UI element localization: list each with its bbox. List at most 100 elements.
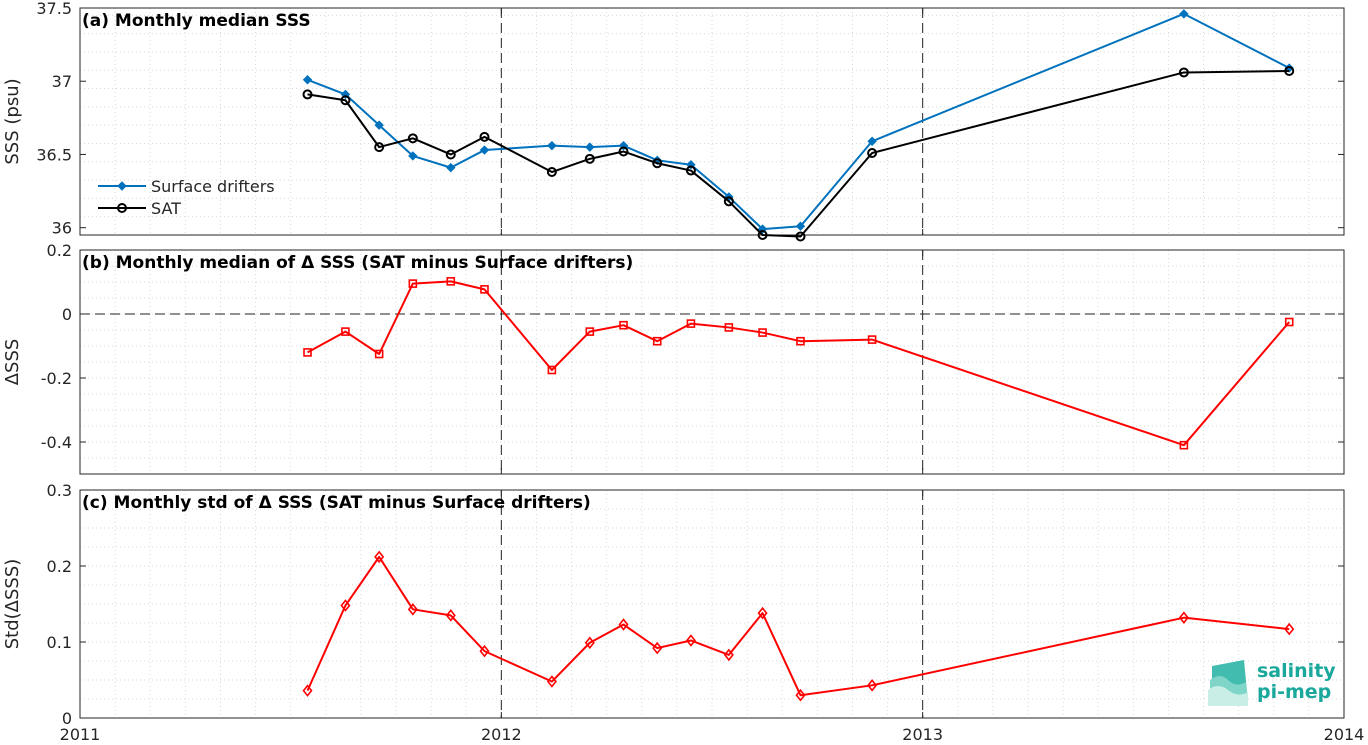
data-point [1284,317,1294,327]
data-point [585,327,595,336]
y-tick-label: -0.4 [41,433,72,452]
data-point [547,140,557,151]
legend-marker [117,181,127,191]
data-point [723,196,734,207]
x-tick-label: 2014 [1324,725,1365,744]
grid-lines [80,490,1344,718]
logo-wave-front [1208,686,1248,706]
y-tick-label: 0.3 [47,481,72,500]
data-point [546,675,557,688]
panel-title: (c) Monthly std of Δ SSS (SAT minus Surf… [82,493,591,513]
plot-frame [79,7,1345,236]
data-point [585,142,595,152]
data-point [867,679,878,692]
data-point [1178,67,1189,78]
series-0 [303,277,1294,450]
y-tick-label: 0 [62,709,72,728]
data-point [652,336,662,346]
y-tick-label: 37 [52,72,72,91]
data-point [547,365,557,375]
data-point [618,618,629,631]
data-point [723,648,734,662]
data-point [795,688,806,702]
panel-a: 36 36.5 37 37.5 SSS (psu) (a) Monthly median … [2,0,1345,242]
salinity-pi-mep-logo: salinity pi-mep [1208,660,1336,706]
data-point [1284,65,1295,76]
data-point [302,75,313,85]
data-point [340,599,351,612]
y-tick-label: 0.2 [47,241,72,260]
data-point [480,285,489,294]
series-line [307,69,1290,238]
y-tick-label: 36.5 [36,145,72,164]
data-point [446,277,456,286]
x-tick-label: 2013 [902,725,943,744]
data-point [479,644,490,658]
data-point [479,145,490,155]
series-1 [302,65,1295,242]
y-axis-label: ΔSSS [2,339,23,386]
data-point [867,136,877,146]
y-tick-label: 0.1 [47,633,72,652]
data-point [445,609,456,622]
data-point [407,603,418,616]
data-point [618,146,629,157]
data-point [445,149,456,160]
x-tick-label: 2011 [60,725,101,744]
data-point [479,131,490,142]
data-point [757,606,768,620]
data-point [1179,9,1189,19]
series-line [307,280,1290,447]
logo-text-line2: pi-mep [1257,681,1331,703]
data-point [546,167,557,178]
data-point [374,349,384,359]
data-point [685,165,696,176]
series-0 [302,9,1294,234]
data-point [408,279,418,288]
data-point [408,151,418,161]
plot-frame [79,249,1345,475]
y-tick-label: 0 [62,305,72,324]
legend-marker [117,203,127,213]
data-point [446,162,456,173]
panel-title: (b) Monthly median of Δ SSS (SAT minus S… [82,253,633,273]
data-point [374,120,384,130]
data-point [584,153,595,164]
data-point [686,319,696,328]
data-point [757,224,768,234]
data-point [867,147,878,158]
data-point [685,634,696,647]
series-line [306,555,1290,697]
y-tick-label: 36 [52,219,72,238]
series-line [307,12,1290,231]
panel-c: 0 0.1 0.2 0.3 2011 2012 2013 2014 Std(ΔSSS) (c) M… [2,481,1364,744]
data-point [796,336,805,346]
data-point [374,142,385,153]
data-point [652,641,663,655]
legend-label: SAT [151,199,181,218]
data-point [795,231,806,242]
legend-label: Surface drifters [151,177,275,196]
logo-text-line1: salinity [1257,660,1336,682]
y-tick-label: -0.2 [41,369,72,388]
data-point [374,550,385,564]
data-point [340,95,351,106]
data-point [867,335,877,344]
data-point [757,230,768,240]
data-point [1284,622,1295,636]
y-axis-label: Std(ΔSSS) [2,559,23,650]
y-tick-label: 0.2 [47,557,72,576]
data-point [758,328,767,337]
plot-frame [79,489,1345,719]
panel-b: -0.4 -0.2 0 0.2 ΔSSS (b) Monthly median of Δ … [2,241,1345,475]
data-point [303,348,312,357]
data-point [652,155,662,166]
data-point [407,133,418,144]
data-point [302,684,313,697]
data-point [1178,611,1189,624]
legend: Surface drifters SAT [98,177,275,218]
data-point [652,158,663,169]
x-tick-label: 2012 [481,725,522,744]
data-point [302,89,313,100]
